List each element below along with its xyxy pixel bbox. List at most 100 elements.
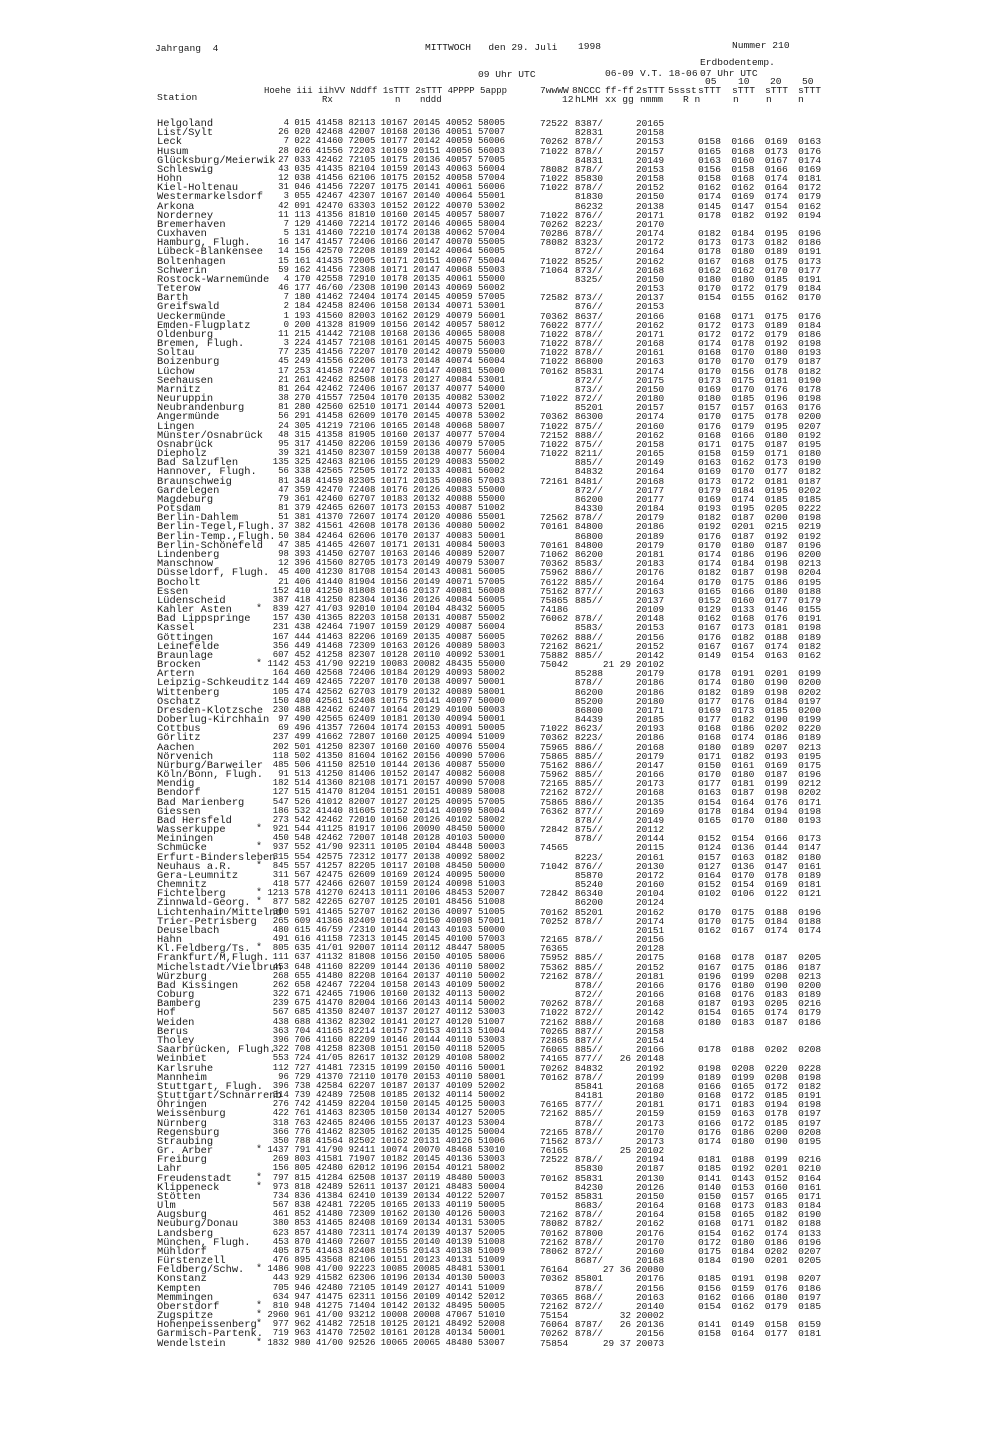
column-subheader: n	[766, 94, 772, 105]
cloud-group: 876//	[574, 209, 603, 221]
table-row: Weinbiet 553 724 41/05 82617 10132 20129 …	[0, 1053, 1000, 1065]
weather-group: 70362	[540, 310, 569, 322]
table-row: Wasserkuppe * 921 544 41125 81917 10106 20…	[0, 825, 1000, 836]
synop-groups: 231 438 42464 71907 10159 20129 40087 56…	[272, 622, 505, 633]
weather-group: 74165	[540, 1053, 569, 1065]
station-name: Memmingen	[157, 1291, 214, 1304]
synop-groups: 157 430 41365 82203 10158 20131 40087 55…	[272, 613, 505, 624]
station-name: Braunlage	[157, 649, 214, 662]
synop-groups: 380 853 41465 82408 10169 20134 40131 53…	[272, 1218, 505, 1229]
synop-groups: 322 708 41258 82308 10151 20150 40118 52…	[272, 1044, 505, 1055]
station-name: Artern	[157, 668, 195, 681]
station-name: Glücksburg/Meierwik	[157, 154, 276, 167]
synop-groups: 12 396 41560 82705 10173 20149 40079 530…	[278, 558, 505, 569]
soil-temperatures: 0162 0167 0174 0174	[698, 924, 822, 936]
cloud-group: 878//	[574, 145, 603, 157]
synop-groups: 105 474 42562 62703 10179 20132 40089 58…	[272, 686, 505, 697]
soil-temperatures: 0158 0166 0169 0163	[698, 136, 822, 148]
min-temp-group: 20164	[636, 246, 665, 258]
synop-groups: 797 815 41284 62508 10137 20119 48480 50…	[272, 1172, 505, 1183]
cloud-group: 84831	[574, 154, 603, 166]
cloud-group: 878//	[574, 338, 603, 350]
mountain-marker: *	[256, 1172, 263, 1184]
cloud-group: 878//	[574, 136, 603, 148]
station-name: Karlsruhe	[157, 1062, 214, 1075]
min-temp-group: 20128	[636, 943, 665, 955]
table-row: Diepholz 39 321 41450 82307 10159 20138 4…	[0, 449, 1000, 460]
cloud-group: 878//	[574, 814, 603, 826]
cloud-group: 85830	[574, 173, 603, 185]
weather-group: 72161	[540, 475, 569, 487]
station-name: Wittenberg	[157, 686, 220, 699]
cloud-group: 8223/	[574, 732, 603, 744]
soil-temperatures: 0196 0199 0208 0213	[698, 970, 822, 982]
table-row: Leinefelde 356 449 41468 72309 10163 2012…	[0, 640, 1000, 652]
station-name: Coburg	[157, 989, 195, 1002]
station-name: Neuruppin	[157, 393, 214, 406]
station-name: List/Sylt	[157, 127, 214, 140]
min-temp-group: 20163	[636, 356, 665, 368]
station-name: Schmücke	[157, 842, 207, 855]
mountain-marker: *	[256, 1310, 263, 1322]
table-row: Bad Hersfeld 273 542 42462 72010 10160 20…	[0, 814, 1000, 826]
cloud-group: 8787/	[574, 1319, 603, 1331]
cloud-group: 873//	[574, 264, 603, 276]
synop-groups: 300 591 41465 52707 10162 20136 40097 51…	[272, 906, 505, 917]
cloud-group: 886//	[574, 796, 603, 808]
weather-group: 78082	[540, 1218, 569, 1230]
cloud-group: 878//	[574, 228, 603, 240]
station-name: Lüchow	[157, 365, 195, 378]
table-row: Landsberg 623 857 41480 72311 10174 20139…	[0, 1228, 1000, 1239]
min-temp-group: 20152	[636, 961, 665, 973]
soil-temperatures: 0166 0165 0172 0182	[698, 1080, 822, 1092]
soil-temperatures: 0141 0149 0158 0159	[698, 1319, 822, 1331]
left-sub-header: Rx	[322, 95, 333, 105]
table-row: Essen 152 410 41250 81808 10146 20137 400…	[0, 586, 1000, 597]
weather-group: 70162	[540, 365, 569, 377]
cloud-group: 86800	[574, 356, 603, 368]
synop-groups: 182 514 41360 82108 10171 20157 40090 57…	[272, 778, 505, 789]
min-temp-group: 20162	[636, 1218, 665, 1230]
cloud-group: 885//	[574, 649, 603, 661]
weather-group: 75854	[540, 1337, 569, 1349]
min-temp-group: 20199	[636, 1071, 665, 1083]
station-name: Magdeburg	[157, 493, 214, 506]
table-row: Zugspitze * 2960 961 41/00 93212 10008 200…	[0, 1310, 1000, 1322]
synop-groups: 56 291 41458 62609 10170 20145 40078 530…	[278, 411, 505, 422]
synop-groups: 805 635 41/01 92007 10114 20112 48447 58…	[272, 943, 505, 954]
synop-groups: 480 615 46/59 /2310 10144 20143 40103 50…	[272, 924, 505, 935]
table-row: Würzburg 268 655 41480 82208 10164 20137 …	[0, 970, 1000, 982]
soil-temperatures: 0178 0184 0194 0198	[698, 805, 822, 817]
synop-groups: 5 131 41460 72210 10174 20138 40062 5700…	[283, 228, 505, 239]
min-temp-group: 20130	[636, 860, 665, 872]
soil-temperatures: 0174 0178 0192 0198	[698, 338, 822, 350]
min-temp-group: 20152	[636, 640, 665, 652]
soil-temperatures: 0124 0136 0144 0147	[698, 842, 822, 854]
cloud-group: 876//	[574, 860, 603, 872]
min-temp-group: 20168	[636, 475, 665, 487]
table-row: Lübeck-Blankensee 14 156 42570 72208 1018…	[0, 246, 1000, 259]
cloud-group: 876//	[574, 301, 603, 313]
station-name: Husum	[157, 145, 189, 158]
table-row: Ueckermünde 1 193 41560 82003 10162 20129…	[0, 310, 1000, 322]
weather-group: 70365	[540, 1291, 569, 1303]
cloud-group: 887//	[574, 1035, 603, 1046]
table-row: Bad Kissingen 262 658 42467 72204 10158 2…	[0, 980, 1000, 991]
station-name: Rostock-Warnemünde	[157, 273, 270, 286]
synop-groups: 7 180 41462 72404 10174 20145 40059 5700…	[283, 292, 505, 303]
weather-group: 71022	[540, 209, 569, 221]
column-subheader: xx gg	[605, 94, 634, 105]
soil-temperatures: 0178 0180 0189 0191	[698, 246, 822, 258]
weather-group: 76165	[540, 1099, 569, 1111]
table-row: Michelstadt/Vielbrun 453 648 41160 82209 …	[0, 961, 1000, 973]
weather-group: 75154	[540, 1310, 569, 1322]
period-label: 06-09	[605, 68, 634, 79]
synop-groups: 11 113 41356 81810 10160 20145 40057 580…	[278, 209, 505, 220]
soil-temperatures: 0185 0191 0198 0207	[698, 1273, 822, 1285]
synop-groups: 21 406 41440 81904 10156 20149 40071 570…	[278, 576, 505, 587]
weather-group: 70152	[540, 1190, 569, 1202]
table-row: Braunlage 607 452 41258 82307 10128 20110…	[0, 649, 1000, 662]
station-name: Mannheim	[157, 1071, 207, 1084]
station-name: Lübeck-Blankensee	[157, 246, 264, 259]
cloud-group: 888//	[574, 631, 603, 643]
